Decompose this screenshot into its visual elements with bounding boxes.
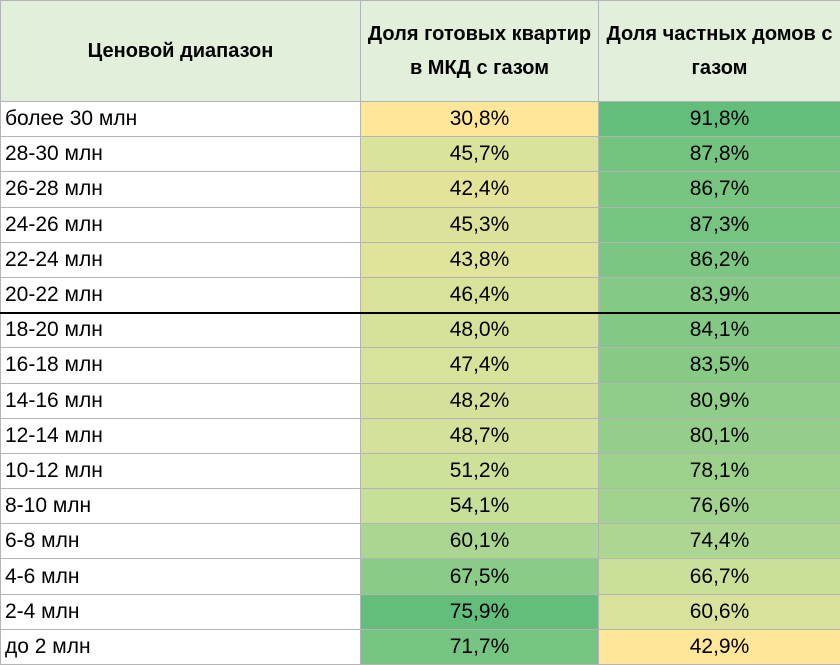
houses-gas-share-cell: 76,6% xyxy=(598,488,840,525)
price-range-cell: 16-18 млн xyxy=(0,347,361,384)
price-range-cell: 12-14 млн xyxy=(0,417,361,454)
table-row: 6-8 млн 60,1% 74,4% xyxy=(0,523,840,560)
table-row: 10-12 млн 51,2% 78,1% xyxy=(0,452,840,490)
apartments-gas-share-cell: 48,0% xyxy=(360,311,599,349)
table-row: 12-14 млн 48,7% 80,1% xyxy=(0,417,840,454)
column-header-apartments-gas-share: Доля готовых квартир в МКД с газом xyxy=(360,0,599,102)
table-row: 22-24 млн 43,8% 86,2% xyxy=(0,241,840,278)
table-row: 18-20 млн 48,0% 84,1% xyxy=(0,311,840,349)
price-range-cell: 10-12 млн xyxy=(0,452,361,490)
houses-gas-share-cell: 83,9% xyxy=(598,276,840,314)
apartments-gas-share-cell: 46,4% xyxy=(360,276,599,314)
table-body: более 30 млн 30,8% 91,8% 28-30 млн 45,7% 87,8… xyxy=(0,100,840,665)
apartments-gas-share-cell: 43,8% xyxy=(360,241,599,278)
price-range-cell: 4-6 млн xyxy=(0,558,361,595)
column-header-houses-gas-share: Доля частных домов с газом xyxy=(598,0,840,102)
table-row: 28-30 млн 45,7% 87,8% xyxy=(0,136,840,173)
price-range-cell: 2-4 млн xyxy=(0,593,361,630)
apartments-gas-share-cell: 75,9% xyxy=(360,593,599,630)
price-range-cell: 8-10 млн xyxy=(0,488,361,525)
houses-gas-share-cell: 87,8% xyxy=(598,136,840,173)
houses-gas-share-cell: 83,5% xyxy=(598,347,840,384)
price-range-cell: 18-20 млн xyxy=(0,311,361,349)
apartments-gas-share-cell: 51,2% xyxy=(360,452,599,490)
table-row: 4-6 млн 67,5% 66,7% xyxy=(0,558,840,595)
houses-gas-share-cell: 86,2% xyxy=(598,241,840,278)
apartments-gas-share-cell: 48,7% xyxy=(360,417,599,454)
apartments-gas-share-cell: 71,7% xyxy=(360,628,599,665)
price-range-cell: 24-26 млн xyxy=(0,206,361,243)
table-row: более 30 млн 30,8% 91,8% xyxy=(0,100,840,138)
price-range-cell: 20-22 млн xyxy=(0,276,361,314)
houses-gas-share-cell: 80,1% xyxy=(598,417,840,454)
houses-gas-share-cell: 87,3% xyxy=(598,206,840,243)
apartments-gas-share-cell: 47,4% xyxy=(360,347,599,384)
apartments-gas-share-cell: 60,1% xyxy=(360,523,599,560)
price-range-cell: 22-24 млн xyxy=(0,241,361,278)
houses-gas-share-cell: 91,8% xyxy=(598,100,840,138)
apartments-gas-share-cell: 67,5% xyxy=(360,558,599,595)
apartments-gas-share-cell: 45,3% xyxy=(360,206,599,243)
table-row: 14-16 млн 48,2% 80,9% xyxy=(0,382,840,419)
price-range-cell: более 30 млн xyxy=(0,100,361,138)
table-row: 8-10 млн 54,1% 76,6% xyxy=(0,488,840,525)
houses-gas-share-cell: 86,7% xyxy=(598,171,840,208)
houses-gas-share-cell: 74,4% xyxy=(598,523,840,560)
apartments-gas-share-cell: 30,8% xyxy=(360,100,599,138)
houses-gas-share-cell: 66,7% xyxy=(598,558,840,595)
header-row: Ценовой диапазон Доля готовых квартир в … xyxy=(0,0,840,102)
apartments-gas-share-cell: 54,1% xyxy=(360,488,599,525)
apartments-gas-share-cell: 45,7% xyxy=(360,136,599,173)
houses-gas-share-cell: 80,9% xyxy=(598,382,840,419)
price-range-cell: 28-30 млн xyxy=(0,136,361,173)
table-row: 20-22 млн 46,4% 83,9% xyxy=(0,276,840,314)
houses-gas-share-cell: 60,6% xyxy=(598,593,840,630)
price-range-cell: 14-16 млн xyxy=(0,382,361,419)
apartments-gas-share-cell: 48,2% xyxy=(360,382,599,419)
table-row: до 2 млн 71,7% 42,9% xyxy=(0,628,840,665)
houses-gas-share-cell: 42,9% xyxy=(598,628,840,665)
column-header-price-range: Ценовой диапазон xyxy=(0,0,361,102)
table-row: 16-18 млн 47,4% 83,5% xyxy=(0,347,840,384)
apartments-gas-share-cell: 42,4% xyxy=(360,171,599,208)
table-row: 2-4 млн 75,9% 60,6% xyxy=(0,593,840,630)
price-range-cell: 26-28 млн xyxy=(0,171,361,208)
price-range-cell: до 2 млн xyxy=(0,628,361,665)
price-range-cell: 6-8 млн xyxy=(0,523,361,560)
table-row: 26-28 млн 42,4% 86,7% xyxy=(0,171,840,208)
table-row: 24-26 млн 45,3% 87,3% xyxy=(0,206,840,243)
houses-gas-share-cell: 78,1% xyxy=(598,452,840,490)
houses-gas-share-cell: 84,1% xyxy=(598,311,840,349)
